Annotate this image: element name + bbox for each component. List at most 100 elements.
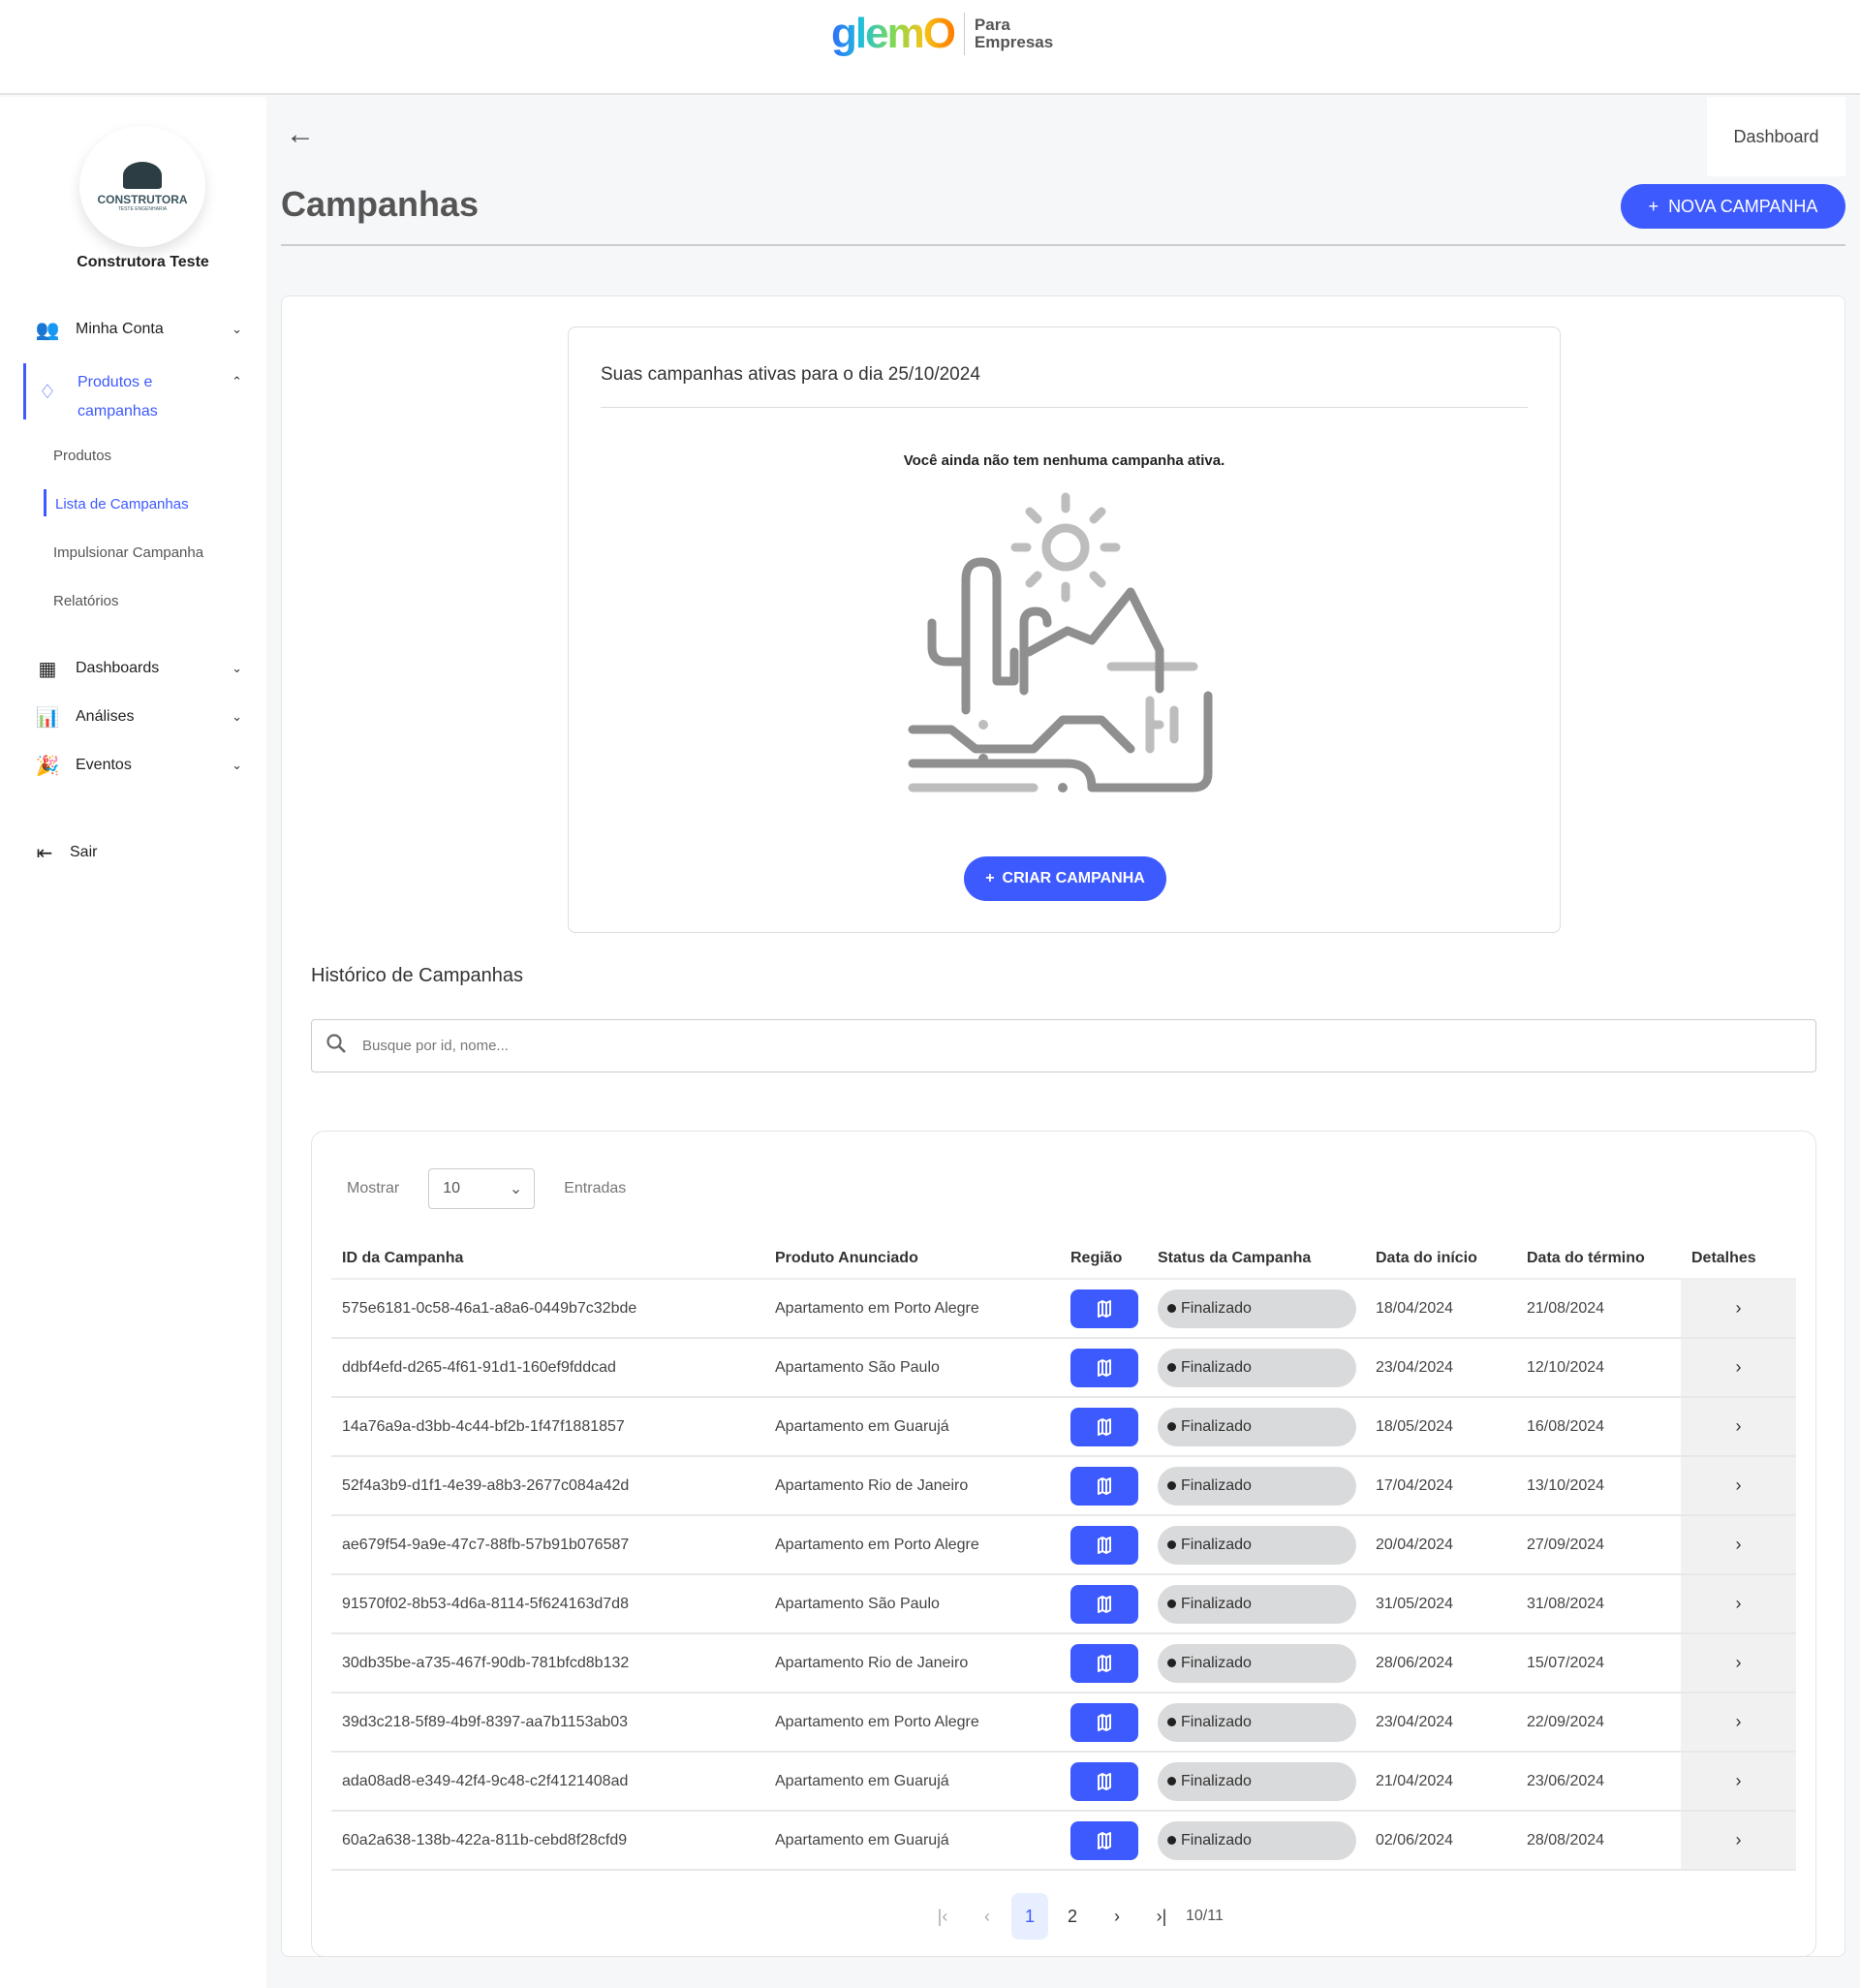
chevron-right-icon: ›	[1735, 1357, 1742, 1377]
column-header: ID da Campanha	[331, 1238, 764, 1280]
sidebar-item-dashboards[interactable]: ▦ Dashboards ⌄	[35, 657, 248, 680]
status-dot-icon	[1167, 1836, 1176, 1845]
search-input[interactable]	[362, 1038, 1719, 1054]
region-map-button[interactable]	[1070, 1643, 1138, 1683]
sidebar-subitem-produtos[interactable]: Produtos	[53, 448, 112, 464]
sidebar-subitem-lista-campanhas[interactable]: Lista de Campanhas	[55, 496, 189, 513]
tag-heart-icon: ♢	[39, 381, 56, 403]
region-map-button[interactable]	[1070, 1348, 1138, 1387]
end-date: 12/10/2024	[1516, 1338, 1681, 1398]
last-page-icon[interactable]: ›|	[1156, 1906, 1167, 1926]
chevron-right-icon: ›	[1735, 1594, 1742, 1613]
status-badge: Finalizado	[1158, 1466, 1356, 1506]
logo-wordmark: glemO	[831, 10, 956, 57]
start-date: 21/04/2024	[1365, 1752, 1516, 1812]
start-date: 31/05/2024	[1365, 1574, 1516, 1634]
sidebar-subitem-relatorios[interactable]: Relatórios	[53, 593, 119, 609]
region-cell	[1060, 1279, 1147, 1339]
region-map-button[interactable]	[1070, 1525, 1138, 1565]
status-cell: Finalizado	[1147, 1811, 1365, 1871]
sidebar-item-eventos[interactable]: 🎉 Eventos ⌄	[35, 754, 248, 777]
next-page-icon[interactable]: ›	[1114, 1906, 1120, 1926]
page-button-2[interactable]: 2	[1067, 1906, 1077, 1926]
logo-sub-line: Empresas	[974, 33, 1054, 51]
back-arrow-icon[interactable]: ←	[286, 118, 315, 150]
region-map-button[interactable]	[1070, 1702, 1138, 1742]
create-campaign-button[interactable]: + CRIAR CAMPANHA	[964, 856, 1166, 901]
region-map-button[interactable]	[1070, 1407, 1138, 1446]
table-header-row: ID da Campanha Produto Anunciado Região Sta…	[331, 1238, 1796, 1280]
create-campaign-label: CRIAR CAMPANHA	[1002, 870, 1145, 886]
plus-icon: +	[1648, 196, 1659, 216]
details-button[interactable]: ›	[1681, 1456, 1796, 1516]
company-logo-mark	[123, 161, 162, 189]
status-dot-icon	[1167, 1600, 1176, 1608]
status-cell: Finalizado	[1147, 1633, 1365, 1693]
new-campaign-button[interactable]: + NOVA CAMPANHA	[1621, 184, 1845, 229]
details-button[interactable]: ›	[1681, 1397, 1796, 1457]
company-logo-subtext: TESTE ENGENHARIA	[117, 205, 168, 212]
page-size-select[interactable]: 10 ⌄	[428, 1168, 536, 1209]
region-map-button[interactable]	[1070, 1584, 1138, 1624]
end-date: 31/08/2024	[1516, 1574, 1681, 1634]
sidebar-item-minha-conta[interactable]: 👥 Minha Conta ⌄	[35, 318, 248, 341]
status-label: Finalizado	[1181, 1417, 1252, 1435]
status-cell: Finalizado	[1147, 1456, 1365, 1516]
details-button[interactable]: ›	[1681, 1338, 1796, 1398]
dashboard-tab[interactable]: Dashboard	[1707, 97, 1845, 176]
sidebar: CONSTRUTORA TESTE ENGENHARIA Construtora…	[0, 97, 266, 1988]
end-date: 13/10/2024	[1516, 1456, 1681, 1516]
details-button[interactable]: ›	[1681, 1633, 1796, 1693]
map-icon	[1098, 1595, 1111, 1613]
status-cell: Finalizado	[1147, 1397, 1365, 1457]
campaign-history-table: ID da Campanha Produto Anunciado Região Sta…	[331, 1238, 1796, 1871]
status-badge: Finalizado	[1158, 1584, 1356, 1624]
map-icon	[1098, 1713, 1111, 1731]
campaign-product: Apartamento em Guarujá	[764, 1752, 1060, 1812]
sidebar-item-produtos-campanhas[interactable]: ♢ Produtos e campanhas ⌃	[35, 368, 248, 426]
region-map-button[interactable]	[1070, 1466, 1138, 1506]
end-date: 22/09/2024	[1516, 1693, 1681, 1753]
details-button[interactable]: ›	[1681, 1279, 1796, 1339]
sidebar-item-analises[interactable]: 📊 Análises ⌄	[35, 705, 248, 729]
page-size-control: Mostrar 10 ⌄ Entradas	[347, 1168, 626, 1209]
prev-page-icon[interactable]: ‹	[984, 1906, 990, 1926]
campaign-id: 575e6181-0c58-46a1-a8a6-0449b7c32bde	[331, 1279, 764, 1339]
status-dot-icon	[1167, 1718, 1176, 1726]
sidebar-item-label: Eventos	[76, 757, 132, 773]
new-campaign-label: NOVA CAMPANHA	[1668, 196, 1818, 216]
status-dot-icon	[1167, 1777, 1176, 1786]
status-badge: Finalizado	[1158, 1820, 1356, 1860]
history-heading: Histórico de Campanhas	[311, 965, 523, 986]
region-map-button[interactable]	[1070, 1820, 1138, 1860]
first-page-icon[interactable]: |‹	[937, 1906, 948, 1926]
table-row: 91570f02-8b53-4d6a-8114-5f624163d7d8 Apar…	[331, 1574, 1796, 1634]
details-button[interactable]: ›	[1681, 1574, 1796, 1634]
company-avatar: CONSTRUTORA TESTE ENGENHARIA	[79, 126, 205, 247]
details-button[interactable]: ›	[1681, 1752, 1796, 1812]
region-map-button[interactable]	[1070, 1761, 1138, 1801]
campaign-product: Apartamento Rio de Janeiro	[764, 1456, 1060, 1516]
chevron-down-icon: ⌄	[232, 322, 242, 336]
search-box[interactable]	[311, 1019, 1816, 1072]
chevron-down-icon: ⌄	[509, 1181, 523, 1197]
chevron-right-icon: ›	[1735, 1771, 1742, 1790]
details-button[interactable]: ›	[1681, 1811, 1796, 1871]
status-cell: Finalizado	[1147, 1693, 1365, 1753]
status-cell: Finalizado	[1147, 1574, 1365, 1634]
logout-button[interactable]: ⇤ Sair	[35, 841, 248, 864]
details-button[interactable]: ›	[1681, 1693, 1796, 1753]
map-icon	[1098, 1536, 1111, 1554]
chevron-right-icon: ›	[1735, 1653, 1742, 1672]
sidebar-subitem-impulsionar[interactable]: Impulsionar Campanha	[53, 544, 204, 561]
map-icon	[1098, 1299, 1111, 1318]
region-map-button[interactable]	[1070, 1289, 1138, 1328]
status-badge: Finalizado	[1158, 1348, 1356, 1387]
table-row: 39d3c218-5f89-4b9f-8397-aa7b1153ab03 Apar…	[331, 1693, 1796, 1753]
search-icon	[326, 1033, 349, 1059]
page-button-1[interactable]: 1	[1011, 1893, 1048, 1940]
logout-label: Sair	[70, 844, 98, 860]
details-button[interactable]: ›	[1681, 1515, 1796, 1575]
logo-sub-line: Para	[974, 16, 1010, 34]
campaign-product: Apartamento em Porto Alegre	[764, 1515, 1060, 1575]
